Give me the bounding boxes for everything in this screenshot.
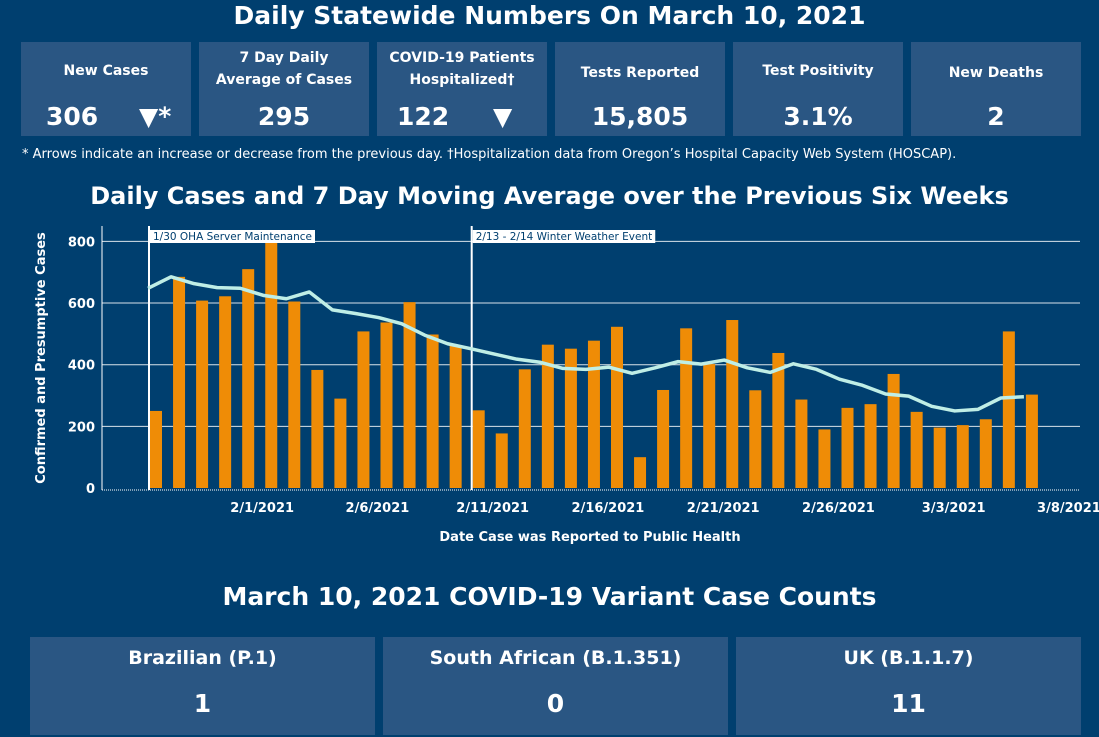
annotation-box	[472, 230, 656, 243]
bar[interactable]	[472, 410, 485, 488]
variant-label: UK (B.1.1.7)	[843, 647, 974, 669]
bar[interactable]	[587, 340, 600, 488]
kpi-test-positivity[interactable]: Test Positivity 3.1%	[733, 42, 903, 136]
bar[interactable]	[541, 344, 554, 488]
variant-card-brazilian[interactable]: Brazilian (P.1) 1	[30, 637, 375, 735]
variant-value: 11	[891, 689, 926, 718]
chart-title: Daily Cases and 7 Day Moving Average ove…	[90, 182, 1009, 210]
kpi-label: 7 Day Daily Average of Cases	[215, 50, 353, 88]
kpi-value: 3.1%	[783, 102, 853, 131]
variant-label: Brazilian (P.1)	[128, 647, 277, 669]
bar[interactable]	[265, 239, 278, 488]
bar[interactable]	[426, 334, 439, 488]
cases-chart: 1/30 OHA Server Maintenance 2/13 - 2/14 W…	[34, 226, 1099, 545]
bar[interactable]	[657, 389, 670, 488]
decrease-arrow-icon: ▼	[493, 102, 513, 131]
kpi-label: New Deaths	[948, 65, 1044, 81]
annotation-label: 2/13 - 2/14 Winter Weather Event	[476, 231, 653, 243]
kpi-value: 306	[46, 102, 99, 131]
variant-value: 1	[193, 689, 212, 718]
kpi-tests-reported[interactable]: Tests Reported 15,805	[555, 42, 725, 136]
kpi-hospitalized[interactable]: COVID-19 Patients Hospitalized† 122 ▼	[377, 42, 547, 136]
bar[interactable]	[956, 425, 969, 488]
bar[interactable]	[288, 301, 301, 488]
bar[interactable]	[518, 369, 531, 488]
variant-section-title: March 10, 2021 COVID-19 Variant Case Cou…	[222, 582, 877, 611]
kpi-label: New Cases	[63, 63, 149, 79]
bar[interactable]	[680, 328, 693, 488]
kpi-label: COVID-19 Patients Hospitalized†	[389, 50, 535, 88]
x-axis-title: Date Case was Reported to Public Health	[439, 530, 740, 545]
bar[interactable]	[1025, 394, 1038, 488]
bar[interactable]	[334, 398, 347, 488]
kpi-new-deaths[interactable]: New Deaths 2	[911, 42, 1081, 136]
bar[interactable]	[380, 322, 393, 488]
x-tick-label: 2/11/2021	[456, 501, 529, 516]
y-tick-label: 600	[68, 297, 95, 312]
kpi-7day-average[interactable]: 7 Day Daily Average of Cases 295	[199, 42, 369, 136]
x-tick-label: 2/1/2021	[230, 501, 294, 516]
bar[interactable]	[611, 326, 623, 488]
kpi-label: Test Positivity	[762, 63, 874, 79]
annotation-box	[150, 230, 315, 243]
footnote: * Arrows indicate an increase or decreas…	[22, 147, 957, 162]
bar[interactable]	[979, 419, 992, 488]
kpi-new-cases[interactable]: New Cases 306 ▼*	[21, 42, 191, 136]
bar[interactable]	[887, 373, 900, 488]
x-tick-label: 2/26/2021	[802, 501, 875, 516]
annotation-label: 1/30 OHA Server Maintenance	[153, 231, 312, 243]
x-tick-label: 2/21/2021	[687, 501, 760, 516]
x-tick-label: 3/3/2021	[922, 501, 986, 516]
bar[interactable]	[311, 369, 324, 488]
bar[interactable]	[910, 411, 923, 488]
x-tick-label: 2/16/2021	[572, 501, 645, 516]
bar[interactable]	[403, 302, 416, 488]
bar[interactable]	[564, 348, 577, 488]
bar[interactable]	[357, 331, 370, 488]
kpi-label: Tests Reported	[580, 65, 700, 81]
bar[interactable]	[933, 427, 946, 488]
y-axis-title: Confirmed and Presumptive Cases	[34, 232, 49, 484]
kpi-value: 2	[987, 102, 1005, 131]
y-tick-label: 800	[68, 235, 95, 250]
bar[interactable]	[749, 390, 762, 488]
bar[interactable]	[864, 404, 877, 488]
y-tick-label: 200	[68, 420, 95, 435]
bar[interactable]	[219, 296, 232, 488]
moving-average-line[interactable]	[147, 275, 1024, 413]
variant-card-south-african[interactable]: South African (B.1.351) 0	[383, 637, 728, 735]
kpi-value: 122	[397, 102, 450, 131]
bar[interactable]	[150, 410, 162, 488]
variant-value: 0	[546, 689, 565, 718]
bar[interactable]	[841, 407, 854, 488]
decrease-arrow-icon: ▼*	[139, 102, 172, 131]
bar[interactable]	[173, 276, 186, 488]
bar[interactable]	[795, 399, 808, 488]
bar[interactable]	[634, 457, 647, 488]
x-tick-label: 2/6/2021	[346, 501, 410, 516]
variant-label: South African (B.1.351)	[429, 647, 682, 669]
kpi-value: 295	[257, 102, 311, 131]
bar[interactable]	[818, 429, 831, 488]
bar[interactable]	[196, 300, 209, 488]
y-tick-label: 0	[86, 482, 95, 497]
bar[interactable]	[1002, 331, 1015, 488]
bar[interactable]	[726, 320, 739, 488]
x-tick-label: 3/8/2021	[1037, 501, 1099, 516]
kpi-value: 15,805	[591, 102, 689, 131]
y-tick-label: 400	[68, 359, 95, 374]
variant-card-uk[interactable]: UK (B.1.1.7) 11	[736, 637, 1081, 735]
bar[interactable]	[772, 352, 785, 488]
bar[interactable]	[242, 269, 255, 488]
page-title: Daily Statewide Numbers On March 10, 202…	[233, 1, 866, 30]
bar[interactable]	[449, 345, 462, 488]
bar[interactable]	[495, 433, 508, 488]
bar[interactable]	[703, 364, 716, 488]
